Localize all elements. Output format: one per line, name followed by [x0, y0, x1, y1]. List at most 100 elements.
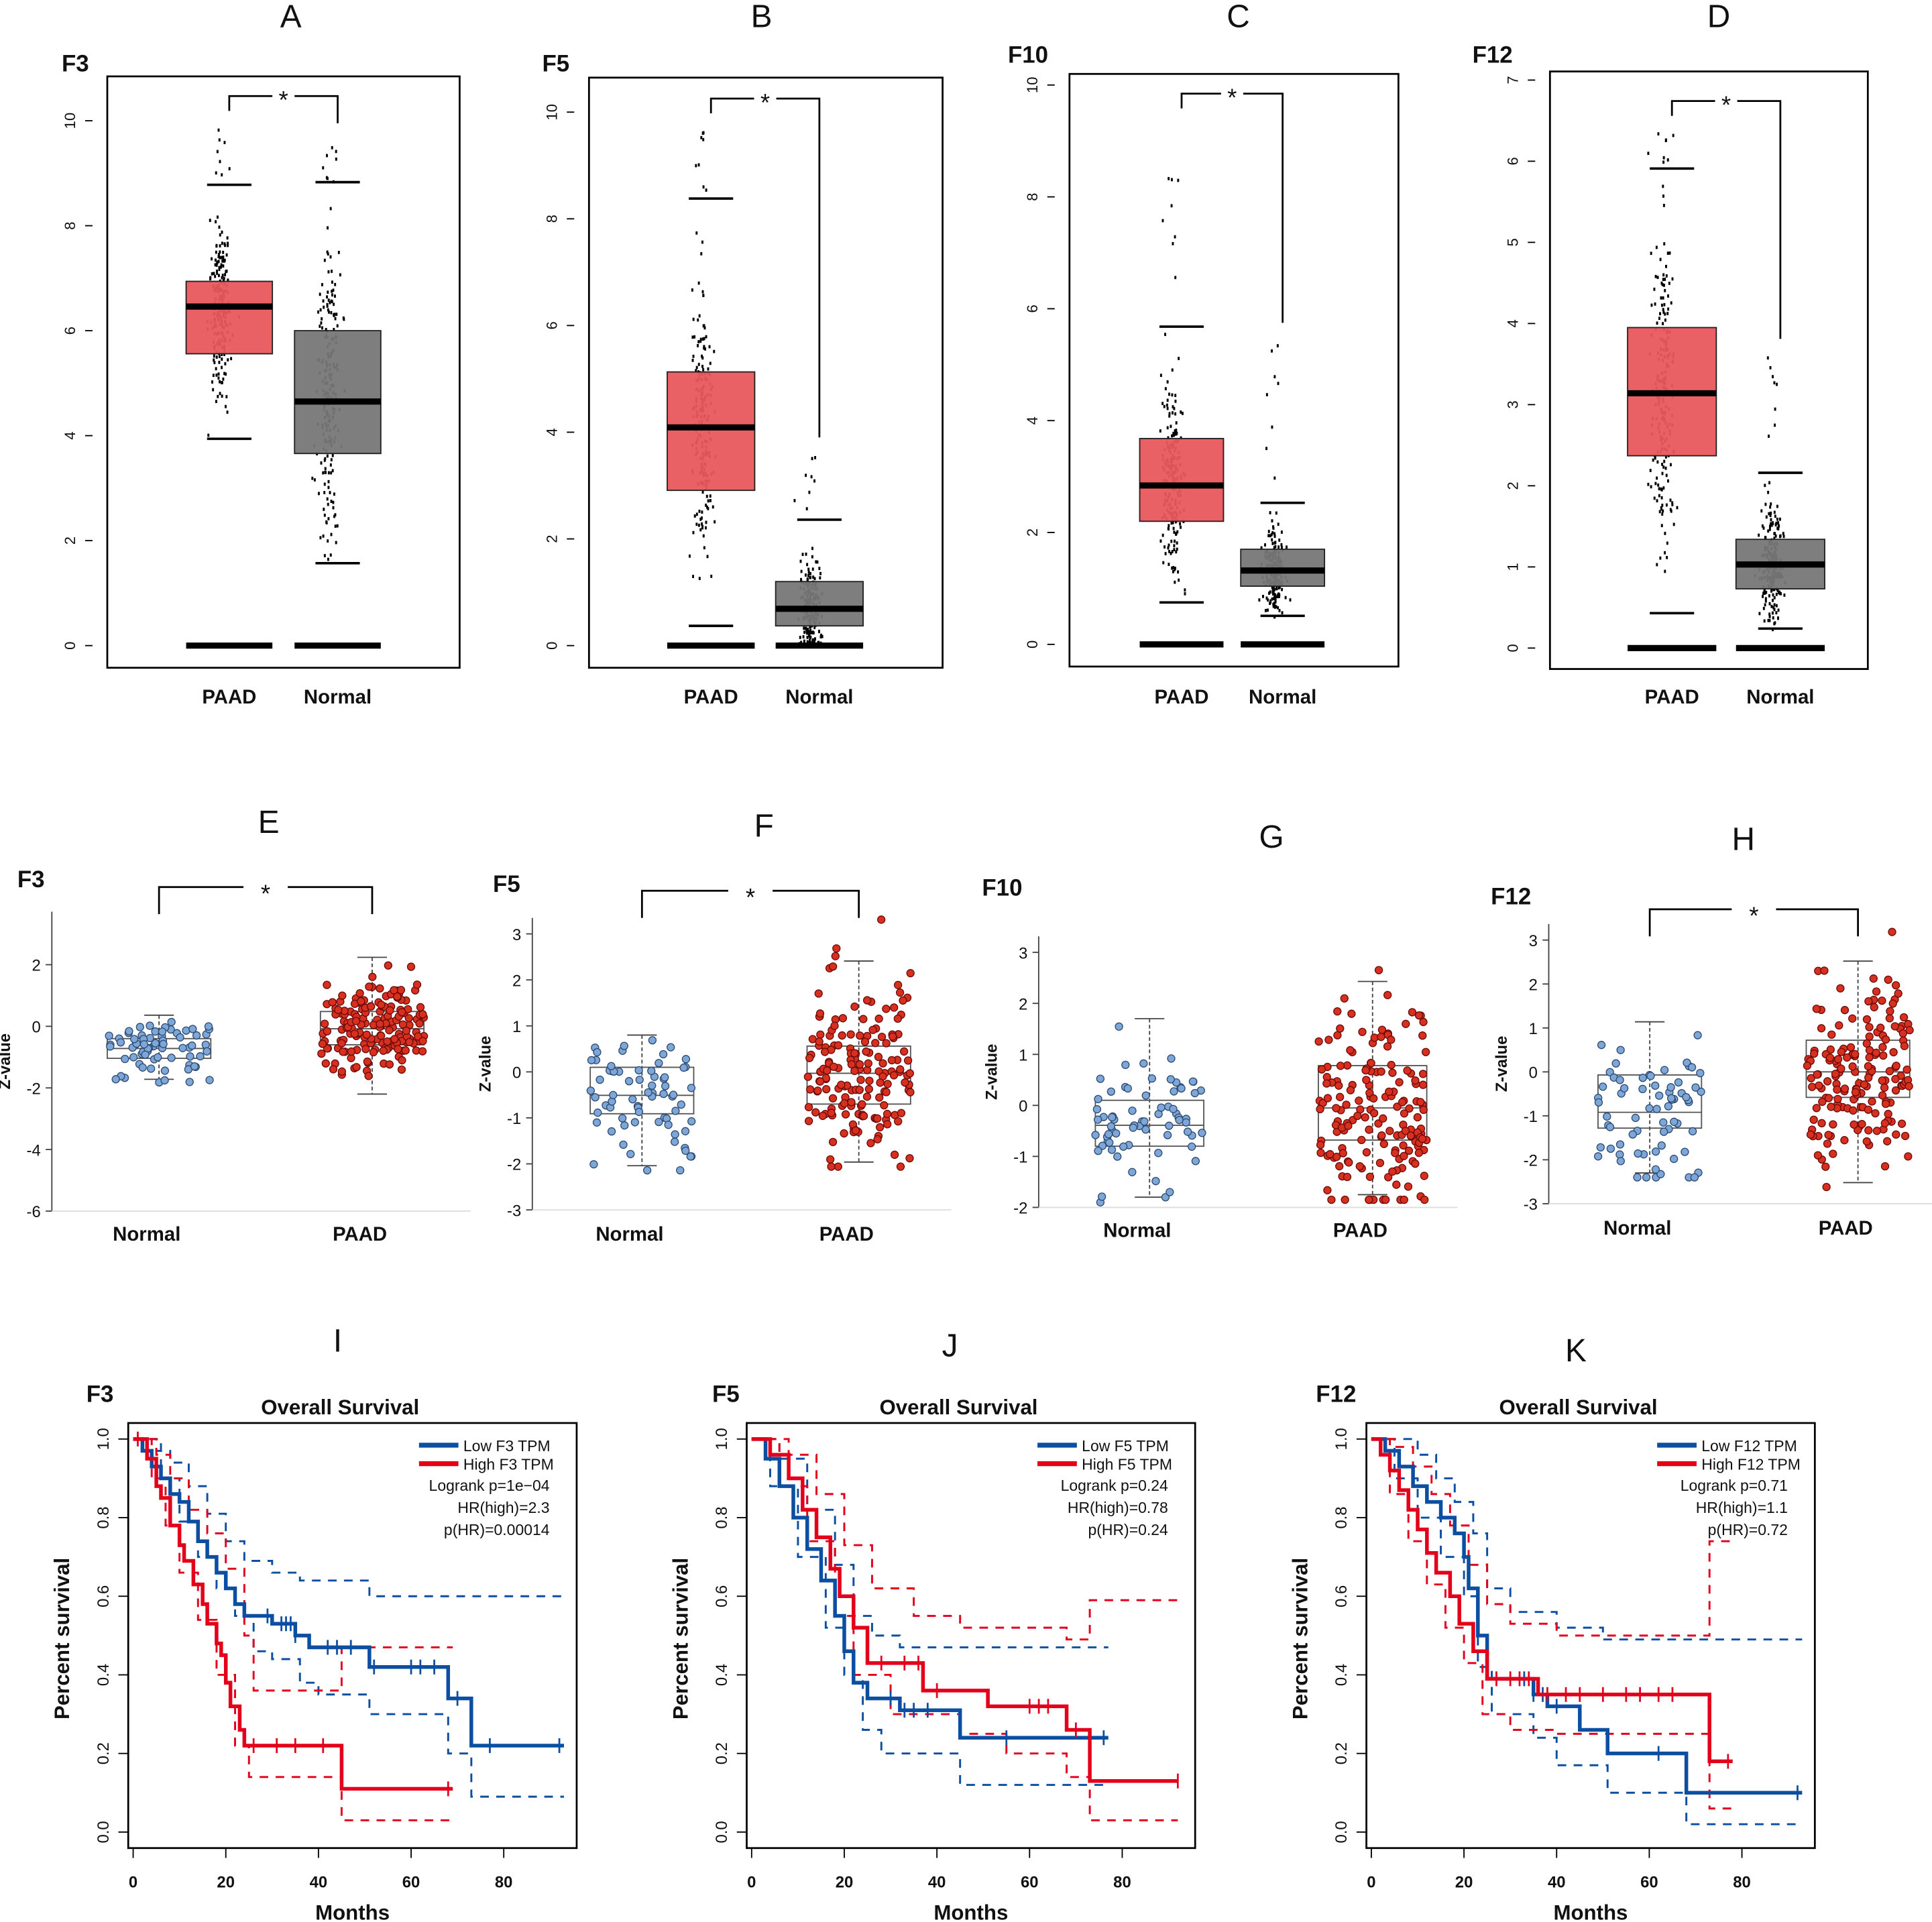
data-point [1272, 589, 1275, 593]
data-point [226, 410, 229, 414]
data-point [1902, 1065, 1911, 1074]
data-point [379, 1046, 388, 1055]
outlier-point [1657, 132, 1660, 135]
data-point [1634, 1149, 1642, 1158]
outlier-point [1168, 176, 1170, 180]
stat-text: p(HR)=0.24 [1088, 1521, 1169, 1538]
data-point [1885, 1067, 1894, 1076]
y-tick-label: 10 [544, 104, 561, 121]
data-point [1656, 499, 1658, 503]
data-point [1660, 488, 1663, 492]
data-point [699, 337, 702, 341]
data-point [1605, 1068, 1614, 1076]
data-point [855, 1060, 864, 1069]
data-point [815, 1009, 825, 1018]
data-point [866, 1139, 875, 1147]
data-point [1177, 570, 1180, 574]
data-point [1178, 357, 1180, 360]
data-point [701, 240, 703, 244]
data-point [1172, 411, 1174, 415]
data-point [1365, 1088, 1374, 1097]
data-point [211, 380, 213, 384]
data-point [398, 1008, 406, 1017]
data-point [1620, 1084, 1629, 1092]
data-point [116, 1038, 125, 1047]
data-point [1768, 512, 1770, 516]
data-point [813, 1086, 822, 1095]
data-point [820, 1048, 830, 1056]
data-point [693, 335, 696, 339]
data-point [1662, 273, 1665, 277]
data-point [626, 1149, 635, 1159]
data-point [1108, 1113, 1117, 1122]
data-point [858, 1100, 866, 1109]
data-point [697, 344, 699, 347]
data-point [634, 1107, 644, 1117]
data-point [1878, 1091, 1887, 1100]
stat-text: p(HR)=0.72 [1708, 1521, 1788, 1538]
data-point [1773, 536, 1776, 540]
data-point [803, 626, 805, 630]
data-point [1165, 1121, 1174, 1130]
data-point [648, 1081, 657, 1090]
data-point [1662, 465, 1665, 469]
data-point [1666, 541, 1668, 545]
data-point [1697, 1087, 1705, 1096]
data-point [1171, 368, 1174, 372]
data-point [326, 497, 329, 501]
data-point [1868, 1097, 1876, 1106]
data-point [1606, 1144, 1615, 1153]
data-point [838, 1014, 848, 1023]
data-point [823, 1066, 832, 1075]
data-point [1820, 966, 1829, 975]
data-point [1885, 1014, 1894, 1023]
data-point [321, 317, 323, 321]
data-point [1615, 1076, 1624, 1084]
x-tick-label: 80 [1113, 1874, 1131, 1892]
data-point [814, 637, 816, 641]
y-tick-label: 0.8 [713, 1506, 731, 1528]
data-point [1850, 1120, 1858, 1129]
data-point [693, 514, 696, 518]
data-point [1157, 1103, 1166, 1112]
data-point [607, 1062, 616, 1070]
data-point [1341, 1195, 1349, 1204]
data-point [130, 1035, 139, 1043]
data-point [329, 463, 332, 467]
outlier-point [322, 166, 325, 170]
data-point [1870, 1003, 1878, 1012]
data-point [864, 1059, 872, 1068]
y-tick-label: 6 [1505, 157, 1522, 165]
y-tick-label: 6 [1024, 304, 1041, 313]
data-point [805, 626, 807, 630]
survival-curve-low [1371, 1437, 1803, 1795]
data-point [586, 1086, 595, 1095]
data-point [1655, 245, 1658, 249]
stat-text: Logrank p=0.71 [1681, 1477, 1788, 1494]
data-point [418, 1047, 427, 1056]
data-point [1779, 534, 1782, 538]
data-point [697, 523, 700, 527]
data-point [1665, 274, 1668, 278]
y-tick-label: 0 [62, 642, 78, 650]
data-point [218, 360, 221, 364]
data-point [698, 314, 701, 318]
y-tick-label: 0.4 [713, 1664, 731, 1686]
data-point [800, 569, 803, 573]
data-point [1317, 1065, 1326, 1074]
data-point [1191, 1157, 1200, 1166]
data-point [1656, 276, 1659, 280]
data-point [1323, 1094, 1332, 1103]
data-point [333, 294, 336, 298]
data-point [851, 1126, 860, 1135]
data-point [1778, 517, 1781, 521]
data-point [1776, 526, 1779, 530]
data-point [1269, 534, 1271, 538]
data-point [1272, 525, 1274, 529]
data-point [1764, 536, 1767, 540]
outlier-point [1662, 160, 1665, 164]
data-point [1594, 1098, 1603, 1107]
data-point [1762, 591, 1765, 596]
data-point [1275, 511, 1277, 515]
